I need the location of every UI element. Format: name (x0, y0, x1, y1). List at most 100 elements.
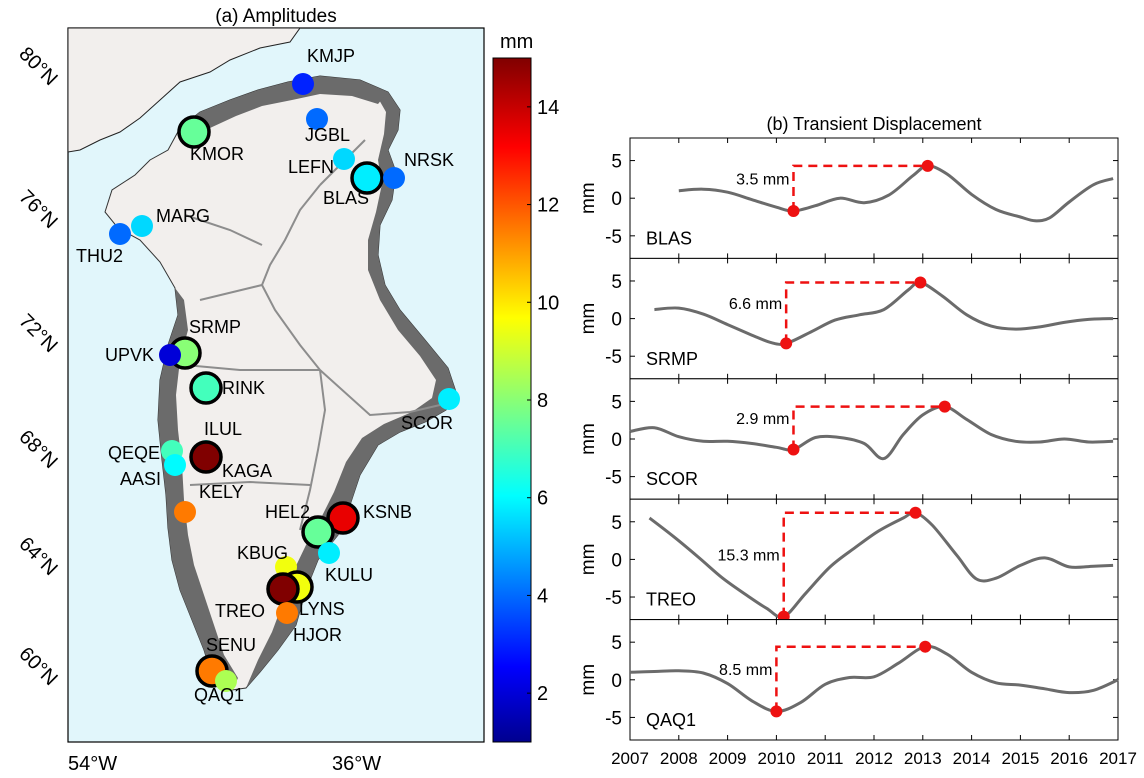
series-panel-qaq1: -5 0 5 mm QAQ1 8.5 mm (578, 619, 1119, 741)
station-marker-qaq1 (215, 670, 237, 692)
y-tick-label: -5 (605, 708, 622, 729)
lon-label-54: 54°W (68, 753, 117, 775)
x-tick-label: 2008 (660, 749, 698, 768)
colorbar-tick-label: 10 (537, 292, 559, 314)
station-marker-lefn (333, 148, 355, 170)
station-marker-nrsk (383, 167, 405, 189)
x-tick-label: 2015 (1001, 749, 1039, 768)
station-label-hjor: HJOR (293, 625, 342, 645)
station-marker-kaga (189, 440, 223, 474)
amplitude-label: 3.5 mm (736, 171, 789, 188)
max-marker (909, 506, 922, 519)
transient-displacement-panel: (b) Transient Displacement -5 0 5 mm BLAS 3.5… (578, 114, 1137, 768)
amplitude-indicator (784, 281, 921, 344)
station-marker-marg (131, 215, 153, 237)
station-marker-ksnb (326, 501, 360, 535)
series-line-srmp (654, 280, 1114, 346)
y-tick-label: 0 (611, 430, 622, 451)
min-marker (787, 443, 800, 456)
station-marker-jgbl (306, 108, 328, 130)
map-title: (a) Amplitudes (215, 6, 336, 27)
station-label-qeqe: QEQE (108, 443, 160, 463)
series-panel-treo: -5 0 5 mm TREO 15.3 mm (578, 498, 1119, 623)
station-label-thu2: THU2 (76, 246, 123, 266)
y-tick-label: -5 (605, 468, 622, 489)
series-panel-scor: -5 0 5 mm SCOR 2.9 mm (578, 378, 1119, 500)
amplitude-indicator (782, 511, 916, 617)
station-label-ksnb: KSNB (363, 502, 412, 522)
station-marker-kulu (318, 542, 340, 564)
station-marker-thu2 (109, 223, 131, 245)
station-marker-scor (438, 388, 460, 410)
colorbar: mm 2 4 6 8 10 12 14 (492, 31, 559, 743)
y-tick-label: -5 (605, 347, 622, 368)
station-label-kmjp: KMJP (307, 46, 355, 66)
series-panels: -5 0 5 mm BLAS 3.5 mm -5 0 5 mm SRMP 6.6 mm -5 0 5 mm SC… (578, 137, 1119, 741)
max-marker (921, 159, 934, 172)
station-marker-hjor (276, 602, 298, 624)
y-tick-label: 0 (611, 310, 622, 331)
canada-land (68, 28, 301, 153)
lat-label-76: 76°N (14, 186, 61, 233)
y-tick-label: 5 (611, 272, 622, 293)
colorbar-tick-label: 8 (537, 390, 548, 412)
series-title: (b) Transient Displacement (766, 114, 981, 134)
x-tick-label: 2009 (709, 749, 747, 768)
x-tick-label: 2016 (1050, 749, 1088, 768)
series-name-label: SRMP (646, 349, 698, 369)
y-axis-label: mm (578, 664, 599, 696)
x-tick-label: 2012 (855, 749, 893, 768)
series-line-scor (629, 405, 1114, 461)
y-axis-label: mm (578, 544, 599, 576)
amplitude-label: 6.6 mm (729, 296, 782, 313)
station-label-hel2: HEL2 (265, 502, 310, 522)
colorbar-tick-label: 2 (537, 683, 548, 705)
y-tick-label: -5 (605, 227, 622, 248)
station-marker-kely (174, 501, 196, 523)
station-layer: KMJP JGBL KMOR LEFN BLAS NRSK MARG THU2 SRMP UPVK… (76, 46, 460, 705)
station-label-senu: SENU (206, 635, 256, 655)
amplitude-label: 8.5 mm (719, 662, 772, 679)
colorbar-ticks: 2 4 6 8 10 12 14 (527, 97, 559, 705)
colorbar-unit-label: mm (500, 31, 533, 53)
y-axis-label: mm (578, 423, 599, 455)
amplitude-indicator (792, 164, 928, 211)
station-label-ilul: ILUL (204, 419, 242, 439)
min-marker (787, 204, 800, 217)
series-panel-blas: -5 0 5 mm BLAS 3.5 mm (578, 137, 1119, 259)
y-axis-label: mm (578, 182, 599, 214)
station-label-nrsk: NRSK (404, 150, 454, 170)
station-label-rink: RINK (222, 378, 265, 398)
series-panel-frame (629, 378, 1119, 500)
station-label-kulu: KULU (325, 565, 373, 585)
series-name-label: SCOR (646, 469, 698, 489)
series-panel-frame (629, 619, 1119, 741)
lat-label-72: 72°N (14, 310, 61, 357)
amplitude-label: 2.9 mm (736, 411, 789, 428)
station-marker-blas (350, 161, 384, 195)
lat-label-68: 68°N (14, 426, 61, 473)
x-tick-label: 2013 (904, 749, 942, 768)
x-tick-label: 2010 (757, 749, 795, 768)
series-name-label: BLAS (646, 228, 692, 248)
station-label-upvk: UPVK (105, 345, 154, 365)
colorbar-tick-label: 12 (537, 195, 559, 217)
series-panel-frame (629, 257, 1119, 380)
station-label-kbug: KBUG (237, 543, 288, 563)
y-tick-label: -5 (605, 588, 622, 609)
drainage-basin-lines (184, 139, 441, 531)
station-label-kmor: KMOR (190, 144, 244, 164)
amplitude-label: 15.3 mm (717, 548, 779, 565)
station-label-scor: SCOR (401, 413, 453, 433)
lon-label-36: 36°W (332, 753, 381, 775)
amplitude-indicator (775, 645, 926, 712)
series-line-blas (678, 164, 1114, 223)
station-label-kaga: KAGA (222, 461, 272, 481)
min-marker (770, 705, 783, 718)
station-label-aasi: AASI (120, 469, 161, 489)
series-name-label: QAQ1 (646, 710, 696, 730)
colorbar-tick-label: 6 (537, 488, 548, 510)
y-axis-label: mm (578, 303, 599, 335)
station-label-qaq1: QAQ1 (194, 685, 244, 705)
